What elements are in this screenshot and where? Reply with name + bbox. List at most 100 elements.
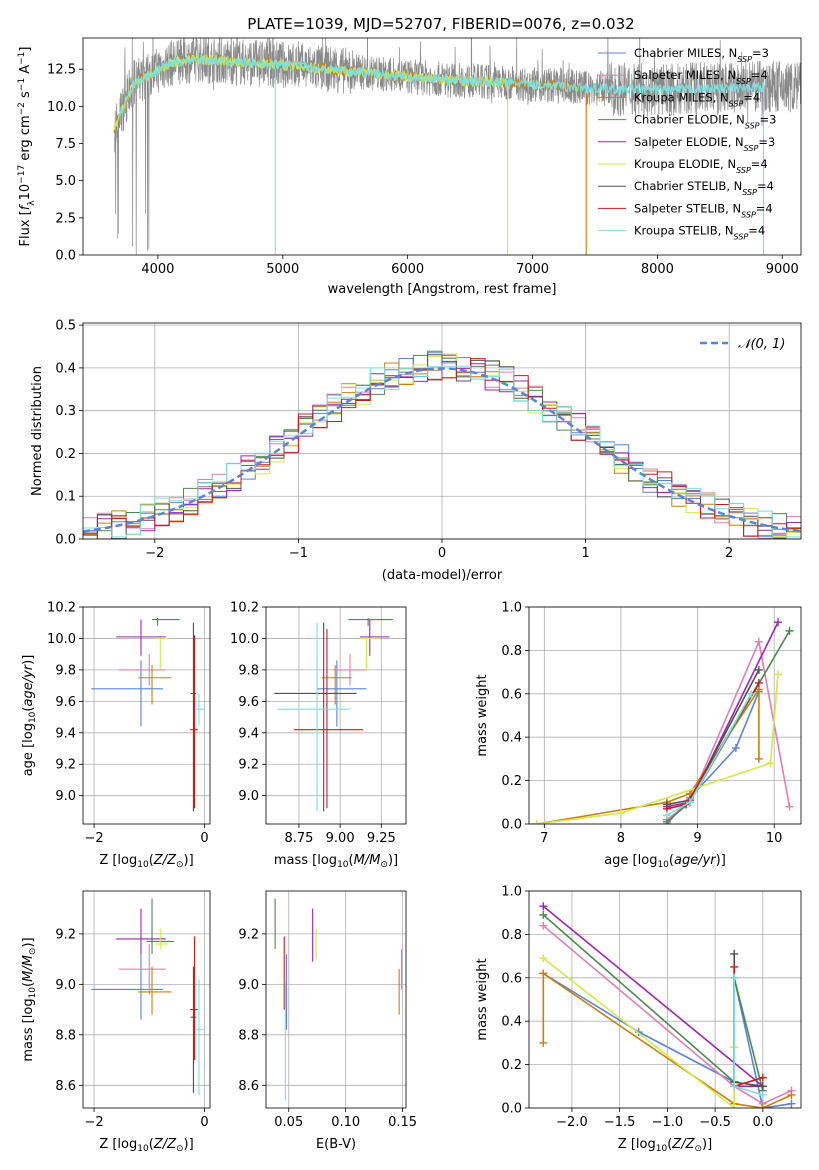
spectrum-ytick-label: 0.0 [55,249,76,264]
mass-axis-label: mass [log10(M/M⊙)] [21,937,38,1061]
mass_vs_Z-point [190,936,198,1061]
massweight_vs_age-ytick-label: 1.0 [501,601,522,616]
massweight_vs_Z-marker [539,902,548,911]
mass_vs_EBV-xtick-label: 0.10 [331,1115,360,1130]
massweight_vs_age-ytick-label: 0.4 [501,731,522,746]
massweight_vs_Z-marker [787,1099,796,1108]
age_vs_Z-xtick-label: −2 [84,831,103,846]
massweight_vs_age-marker [785,802,794,811]
spectrum-ytick-label: 10.0 [47,100,76,115]
mass_vs_EBV-xlabel: E(B-V) [316,1137,356,1152]
age-axis-label: age [log10(age/yr)] [21,655,38,777]
mass_vs_Z-frame [82,890,211,1109]
residuals-ytick-label: 0.1 [55,490,76,505]
spectrum-plot-area [113,38,801,255]
legend-item: Chabrier MILES, NSSP=3 [598,46,769,64]
mass_vs_Z-point [91,949,164,1020]
legend-label: Chabrier STELIB, NSSP=4 [634,179,774,197]
spectrum-xtick-label: 7000 [516,262,549,277]
spectrum-xtick-label: 8000 [641,262,674,277]
age_vs_mass-point [277,622,350,812]
age_vs_Z-point [152,618,180,626]
massweight_vs_age-marker [774,670,783,679]
age_vs_mass-point [294,629,364,809]
massweight_vs_Z-marker [539,969,548,978]
plot-layer: 4000 5000 6000 7000 8000 90000.02.55.07.510.0… [17,37,802,1154]
spectrum-xtick-label: 9000 [766,262,799,277]
massweight_vs_Z-marker [758,1082,767,1091]
age_vs_mass-xtick-label: 9.25 [367,831,396,846]
spectrum-xlabel: wavelength [Angstrom, rest frame] [328,282,557,297]
massweight_vs_Z-marker [539,1038,548,1047]
legend-label: Salpeter MILES, NSSP=4 [634,68,768,86]
residual-histogram [83,358,801,539]
residuals-ytick-label: 0.5 [55,319,76,334]
age_vs_Z-frame [82,606,211,825]
spectrum-model-line [119,53,765,255]
age_vs_mass-ytick-label: 9.2 [238,758,259,773]
mass_vs_EBV-axes: 0.05 0.10 0.15 8.6 8.8 9.0 9.2 E(B-V) [238,890,417,1152]
normal-legend-label: 𝒩(0, 1) [738,337,785,352]
age_vs_mass-point [333,654,367,686]
massweight_vs_Z-marker [758,1090,767,1099]
massweight_vs_Z-marker [787,1090,796,1099]
mass_vs_Z-point [116,908,166,955]
age_vs_mass-plot-area [274,618,393,812]
age_vs_Z-point [190,635,198,809]
spectrum-ytick-label: 7.5 [55,137,76,152]
massweight_vs_Z-plot-area [539,902,796,1108]
residuals-xtick-label: 2 [725,546,733,561]
legend-item: Kroupa MILES, NSSP=4 [598,90,760,108]
massweight_vs_age-plot-area [532,618,794,824]
age_vs_mass-frame [265,606,407,825]
residual-histogram [83,354,801,539]
massweight_vs_Z-ytick-label: 0.4 [501,1015,522,1030]
spectrum-xtick-label: 4000 [141,262,174,277]
age_vs_Z-ytick-label: 10.0 [47,632,76,647]
age_vs_Z-ytick-label: 9.0 [55,789,76,804]
mass_vs_Z-ytick-label: 9.0 [55,978,76,993]
legend-label: Salpeter ELODIE, NSSP=3 [634,135,775,153]
massweight_vs_age-marker [532,820,541,824]
massweight_vs_Z-marker [539,921,548,930]
mass_vs_Z-point [138,966,172,1015]
age_vs_Z-point [91,660,164,727]
age_vs_mass-ytick-label: 9.0 [238,789,259,804]
spectrum-ytick-label: 2.5 [55,211,76,226]
age_vs_mass-ytick-label: 10.0 [230,632,259,647]
mass_vs_Z-point [196,979,205,1096]
mass_vs_Z-plot-area [91,898,205,1096]
massweight_vs_age-ytick-label: 0.0 [501,818,522,833]
spectrum-axes: 4000 5000 6000 7000 8000 9000 0.0 2.5 5.0 7.5 10.0… [17,37,802,297]
age_vs_Z-point [116,619,166,656]
Z-axis-label: Z [log10(Z/Z⊙)] [99,853,193,870]
age_vs_Z-ytick-label: 10.2 [47,601,76,616]
massweight_vs_Z-xtick-label: −1.5 [604,1115,636,1130]
massweight_vs_Z-marker [730,1082,739,1091]
age_vs_Z-ytick-label: 9.2 [55,758,76,773]
legend-item: Salpeter MILES, NSSP=4 [598,68,768,86]
age_vs_Z-point [118,654,166,686]
mass_vs_Z-ytick-label: 8.6 [55,1079,76,1094]
Z-axis-label: Z [log10(Z/Z⊙)] [618,1137,712,1154]
massweight_vs_age-ytick-label: 0.6 [501,687,522,702]
massweight_vs_age-marker [754,678,763,687]
legend-item: Salpeter STELIB, NSSP=4 [598,201,773,219]
massweight_vs_age-marker [785,626,794,635]
massweight_vs_age-marker [731,744,740,753]
residual-histogram [83,365,801,539]
spectrum-xtick-label: 5000 [266,262,299,277]
spectrum-xtick-label: 6000 [391,262,424,277]
massweight_vs_Z-ytick-label: 1.0 [501,885,522,900]
massweight_vs_age-xtick-label: 9 [693,831,701,846]
massweight_vs_Z-xtick-label: −1.0 [652,1115,684,1130]
mass_vs_EBV-ytick-label: 9.0 [238,978,259,993]
age_vs_Z-ytick-label: 9.8 [55,663,76,678]
residuals-frame [82,322,802,540]
mass_vs_EBV-xtick-label: 0.15 [388,1115,417,1130]
age_vs_mass-point [348,618,393,626]
mass_vs_EBV-ytick-label: 9.2 [238,927,259,942]
residuals-ytick-label: 0.4 [55,361,76,376]
legend-item: Chabrier STELIB, NSSP=4 [598,179,774,197]
normal-curve [83,367,801,533]
